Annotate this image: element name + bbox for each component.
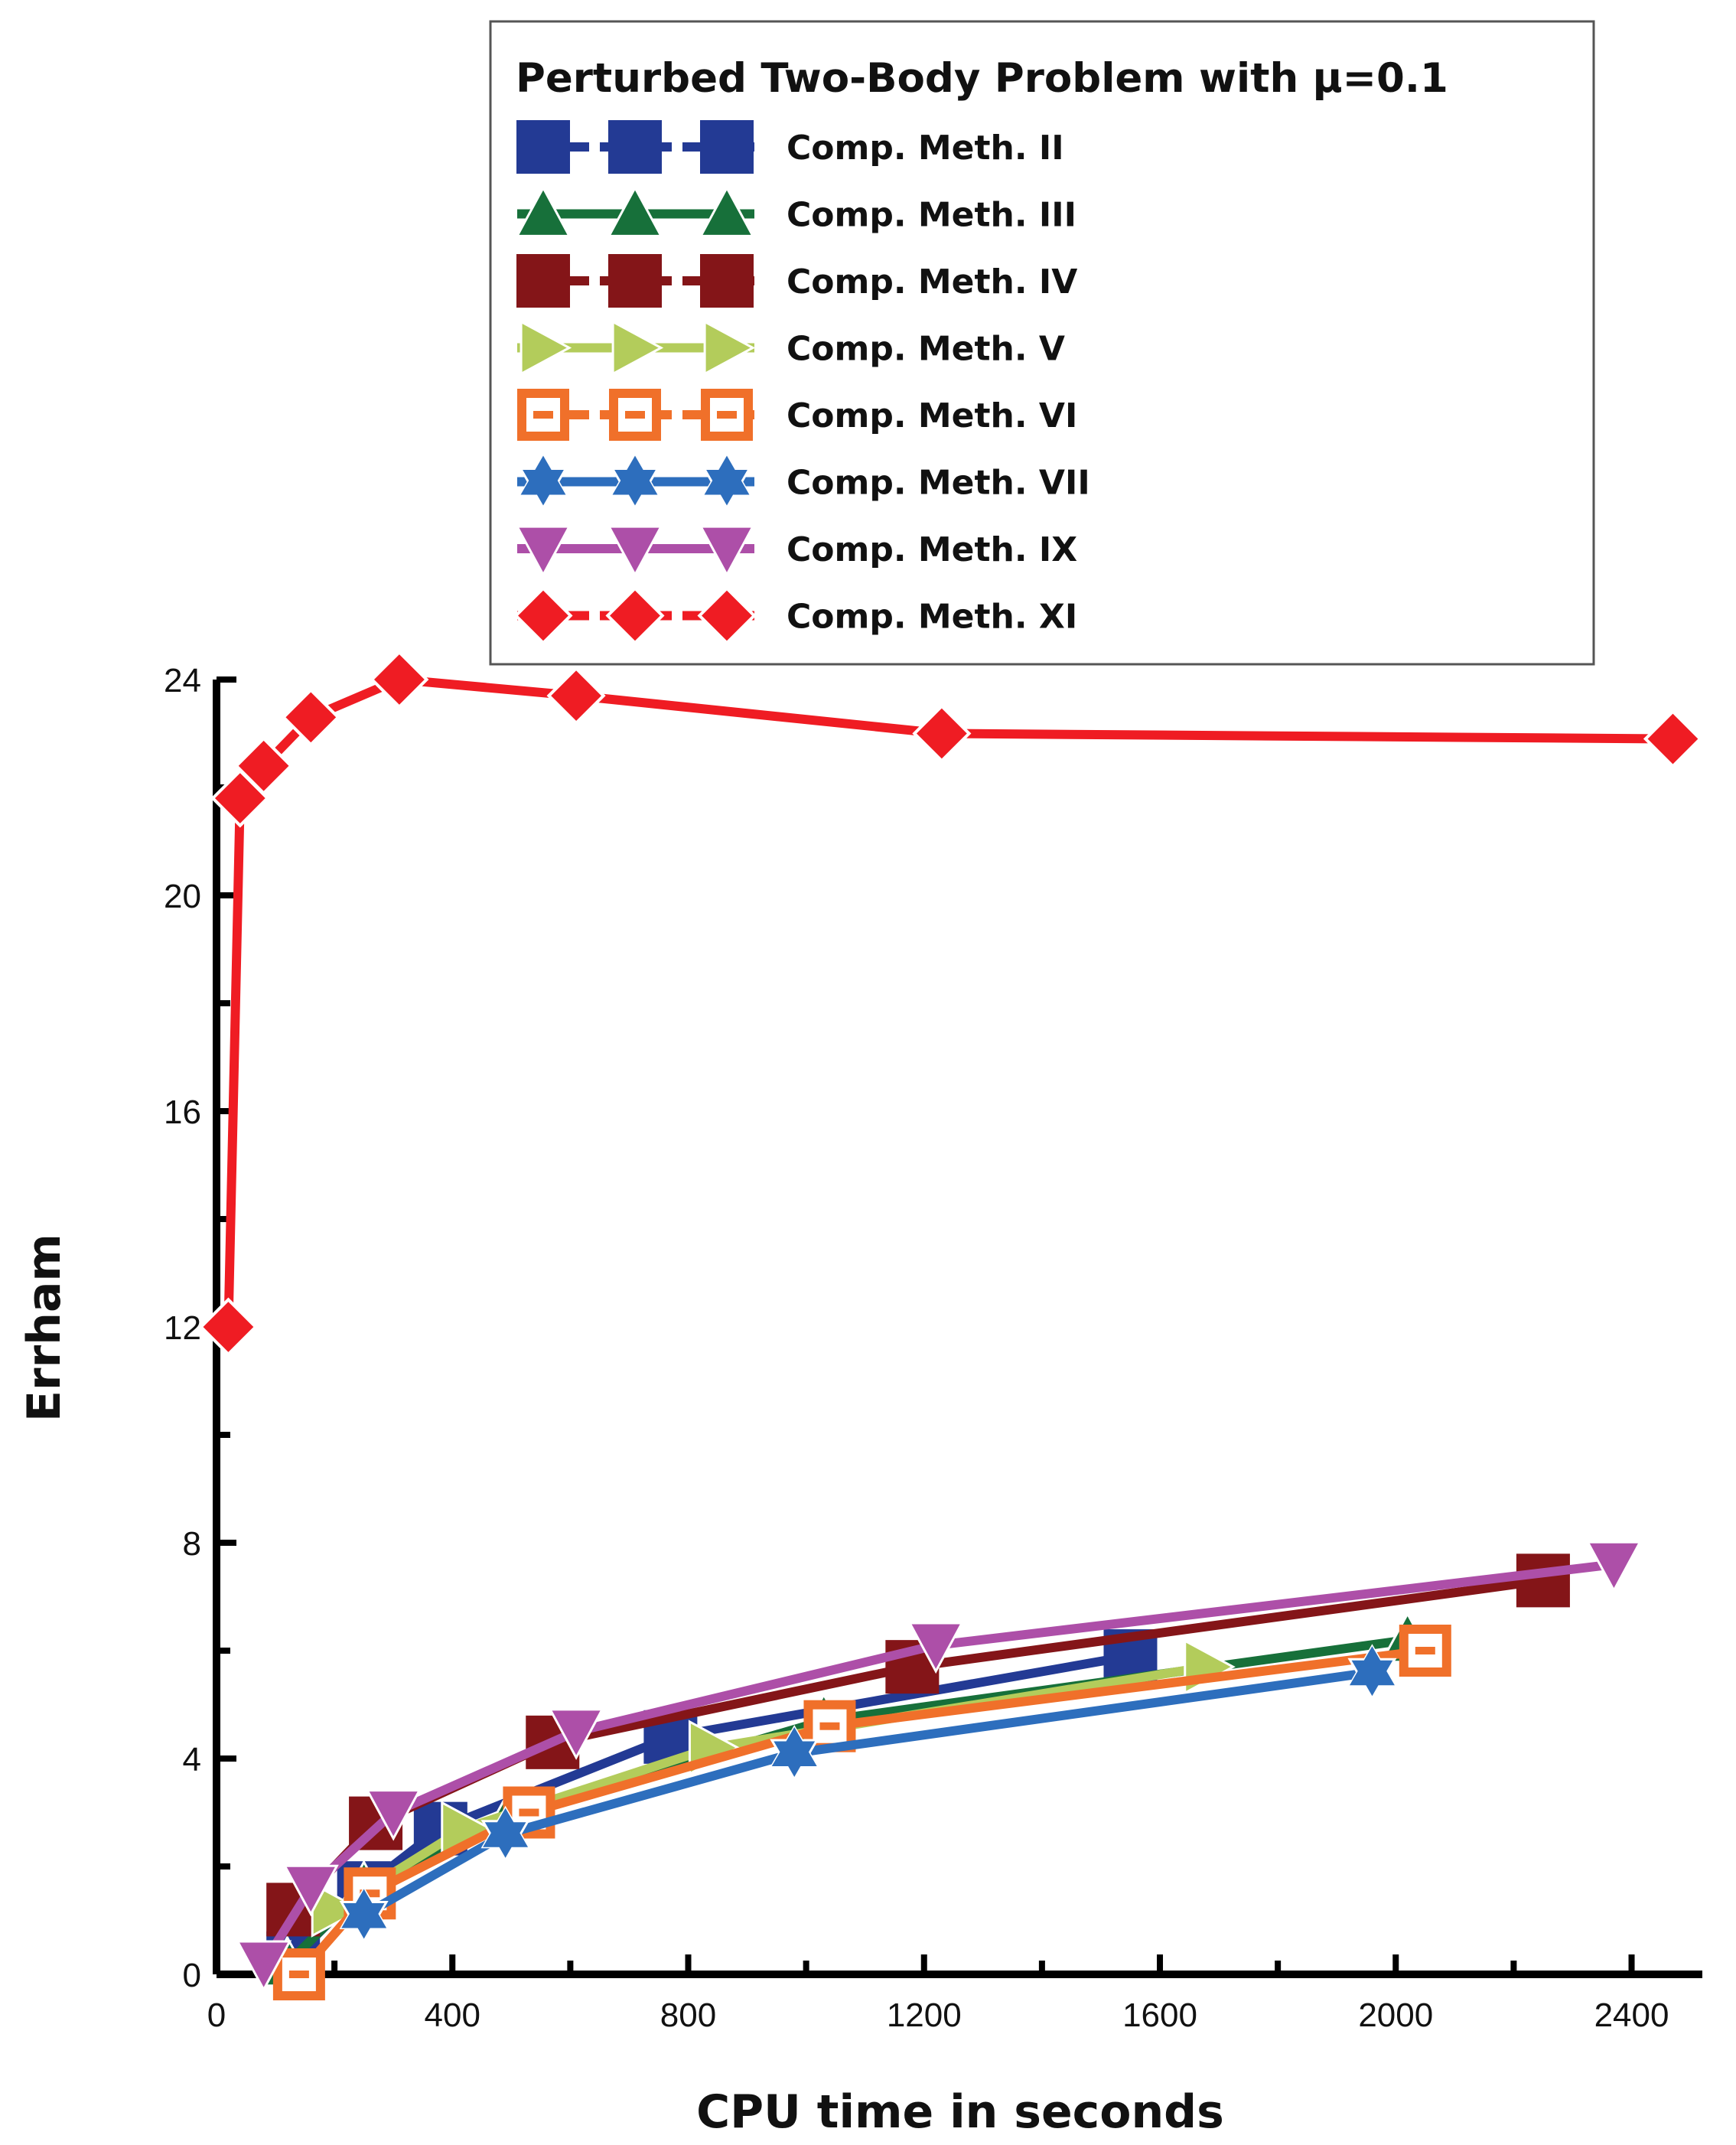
x-tick-label: 400 xyxy=(425,1997,480,2034)
legend-marker xyxy=(608,120,662,174)
legend-marker xyxy=(611,319,664,377)
legend-entry-comp-meth-vii: Comp. Meth. VII xyxy=(517,453,1090,510)
data-point-comp-meth-ix xyxy=(548,1708,604,1760)
legend-marker xyxy=(605,585,665,646)
data-point-comp-meth-xi xyxy=(546,666,606,725)
legend-marker xyxy=(700,254,754,308)
data-point-comp-meth-xi xyxy=(370,650,429,709)
legend-entry-comp-meth-vi: Comp. Meth. VI xyxy=(517,389,1077,441)
legend-entry-comp-meth-v: Comp. Meth. V xyxy=(517,319,1065,377)
series-comp-meth-vii xyxy=(339,1644,1397,1944)
legend-marker xyxy=(519,319,572,377)
legend-label: Comp. Meth. V xyxy=(787,330,1065,369)
y-tick-label: 24 xyxy=(164,662,201,699)
legend-label: Comp. Meth. II xyxy=(787,129,1064,168)
legend-marker xyxy=(607,525,663,578)
legend: Perturbed Two-Body Problem with μ=0.1 Co… xyxy=(489,20,1595,666)
legend-marker xyxy=(610,453,660,510)
y-tick-label: 12 xyxy=(164,1309,201,1347)
legend-label: Comp. Meth. VII xyxy=(787,464,1090,503)
x-tick-label: 1600 xyxy=(1122,1997,1197,2034)
legend-title: Perturbed Two-Body Problem with μ=0.1 xyxy=(516,55,1448,102)
x-tick-label: 2000 xyxy=(1358,1997,1433,2034)
legend-marker xyxy=(699,525,755,578)
legend-entry-comp-meth-xi: Comp. Meth. XI xyxy=(513,585,1077,646)
legend-label: Comp. Meth. IV xyxy=(787,262,1077,302)
legend-marker xyxy=(700,120,754,174)
y-tick-label: 20 xyxy=(164,878,201,915)
data-point-comp-meth-xi xyxy=(1643,709,1702,769)
y-tick-label: 4 xyxy=(183,1741,201,1778)
data-point-comp-meth-ix xyxy=(1585,1540,1642,1593)
legend-marker xyxy=(516,120,570,174)
data-point-comp-meth-ix xyxy=(907,1622,964,1674)
legend-box xyxy=(489,20,1595,666)
data-point-comp-meth-ix xyxy=(282,1864,339,1917)
legend-marker xyxy=(517,389,569,441)
x-tick-label: 800 xyxy=(660,1997,716,2034)
y-tick-label: 0 xyxy=(183,1957,201,1994)
data-point-comp-meth-vii xyxy=(770,1724,819,1782)
legend-marker xyxy=(702,453,752,510)
x-axis-title: CPU time in seconds xyxy=(696,2085,1224,2139)
legend-label: Comp. Meth. XI xyxy=(787,598,1077,637)
legend-marker xyxy=(518,453,568,510)
legend-entries: Comp. Meth. II Comp. Meth. III Comp. Meth.… xyxy=(513,120,1090,646)
legend-marker xyxy=(515,525,572,578)
data-point-comp-meth-vii xyxy=(1347,1644,1397,1701)
data-point-comp-meth-xi xyxy=(281,687,340,747)
legend-marker xyxy=(701,389,753,441)
legend-entry-comp-meth-iv: Comp. Meth. IV xyxy=(516,254,1077,308)
x-tick-label: 1200 xyxy=(887,1997,962,2034)
legend-marker xyxy=(609,389,661,441)
data-point-comp-meth-ix xyxy=(365,1789,422,1841)
y-tick-label: 16 xyxy=(164,1094,201,1131)
y-axis-title: Errham xyxy=(18,1234,71,1422)
data-point-comp-meth-vi xyxy=(272,1948,325,2000)
legend-marker xyxy=(513,585,573,646)
legend-entry-comp-meth-ix: Comp. Meth. IX xyxy=(515,525,1077,578)
series-line-comp-meth-vii xyxy=(359,1667,1377,1920)
legend-entry-comp-meth-ii: Comp. Meth. II xyxy=(516,120,1064,174)
legend-label: Comp. Meth. VI xyxy=(787,396,1077,435)
legend-marker xyxy=(607,185,663,237)
data-point-comp-meth-ix xyxy=(236,1940,292,1993)
x-tick-label: 0 xyxy=(207,1997,226,2034)
legend-marker xyxy=(699,185,755,237)
x-tick-label: 2400 xyxy=(1594,1997,1669,2034)
data-point-comp-meth-iv xyxy=(1516,1553,1570,1608)
legend-marker xyxy=(516,254,570,308)
data-point-comp-meth-xi xyxy=(198,1297,258,1357)
legend-marker xyxy=(703,319,756,377)
legend-marker xyxy=(697,585,757,646)
data-point-comp-meth-vi xyxy=(1399,1625,1451,1677)
data-point-comp-meth-xi xyxy=(912,703,972,764)
legend-marker xyxy=(608,254,662,308)
data-point-comp-meth-xi xyxy=(234,736,294,796)
legend-label: Comp. Meth. III xyxy=(787,196,1076,235)
data-point-comp-meth-vii xyxy=(339,1886,389,1944)
data-point-comp-meth-vii xyxy=(480,1805,530,1863)
series-layer xyxy=(198,650,1702,2000)
legend-entry-comp-meth-iii: Comp. Meth. III xyxy=(515,185,1076,237)
series-comp-meth-ix xyxy=(236,1540,1642,1993)
tick-labels: 0 400 800 1200 1600 2000 2400 0 4 8 12 16 20 24 xyxy=(164,662,1669,2034)
legend-label: Comp. Meth. IX xyxy=(787,530,1077,569)
legend-marker xyxy=(515,185,572,237)
series-comp-meth-xi xyxy=(198,650,1702,1357)
y-tick-label: 8 xyxy=(183,1525,201,1563)
